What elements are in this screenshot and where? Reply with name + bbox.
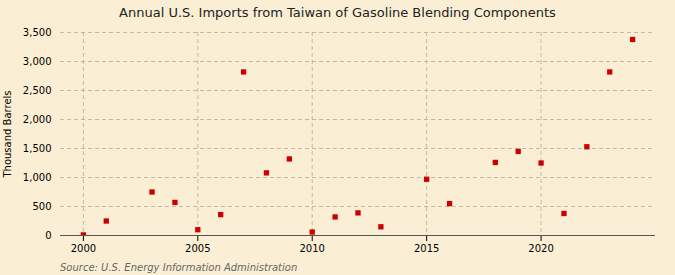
- html-text:Annual U.S. Imports from Taiwa: Annual U.S. Imports from Taiwan of Gasol…: [119, 5, 556, 20]
- svg-text:2,500: 2,500: [23, 85, 52, 96]
- svg-text:500: 500: [32, 201, 51, 212]
- svg-text:0: 0: [45, 230, 51, 241]
- svg-text:3,000: 3,000: [23, 56, 52, 67]
- svg-text:2005: 2005: [185, 243, 210, 254]
- svg-text:2000: 2000: [71, 243, 96, 254]
- svg-text:2015: 2015: [414, 243, 439, 254]
- svg-text:2020: 2020: [528, 243, 553, 254]
- svg-text:2,000: 2,000: [23, 114, 52, 125]
- svg-text:1,000: 1,000: [23, 172, 52, 183]
- svg-text:1,500: 1,500: [23, 143, 52, 154]
- html-text:Source: U.S. Energy Informatio: Source: U.S. Energy Information Administ…: [60, 262, 298, 273]
- svg-text:Thousand Barrels: Thousand Barrels: [2, 90, 13, 178]
- svg-text:2010: 2010: [300, 243, 325, 254]
- svg-text:3,500: 3,500: [23, 27, 52, 38]
